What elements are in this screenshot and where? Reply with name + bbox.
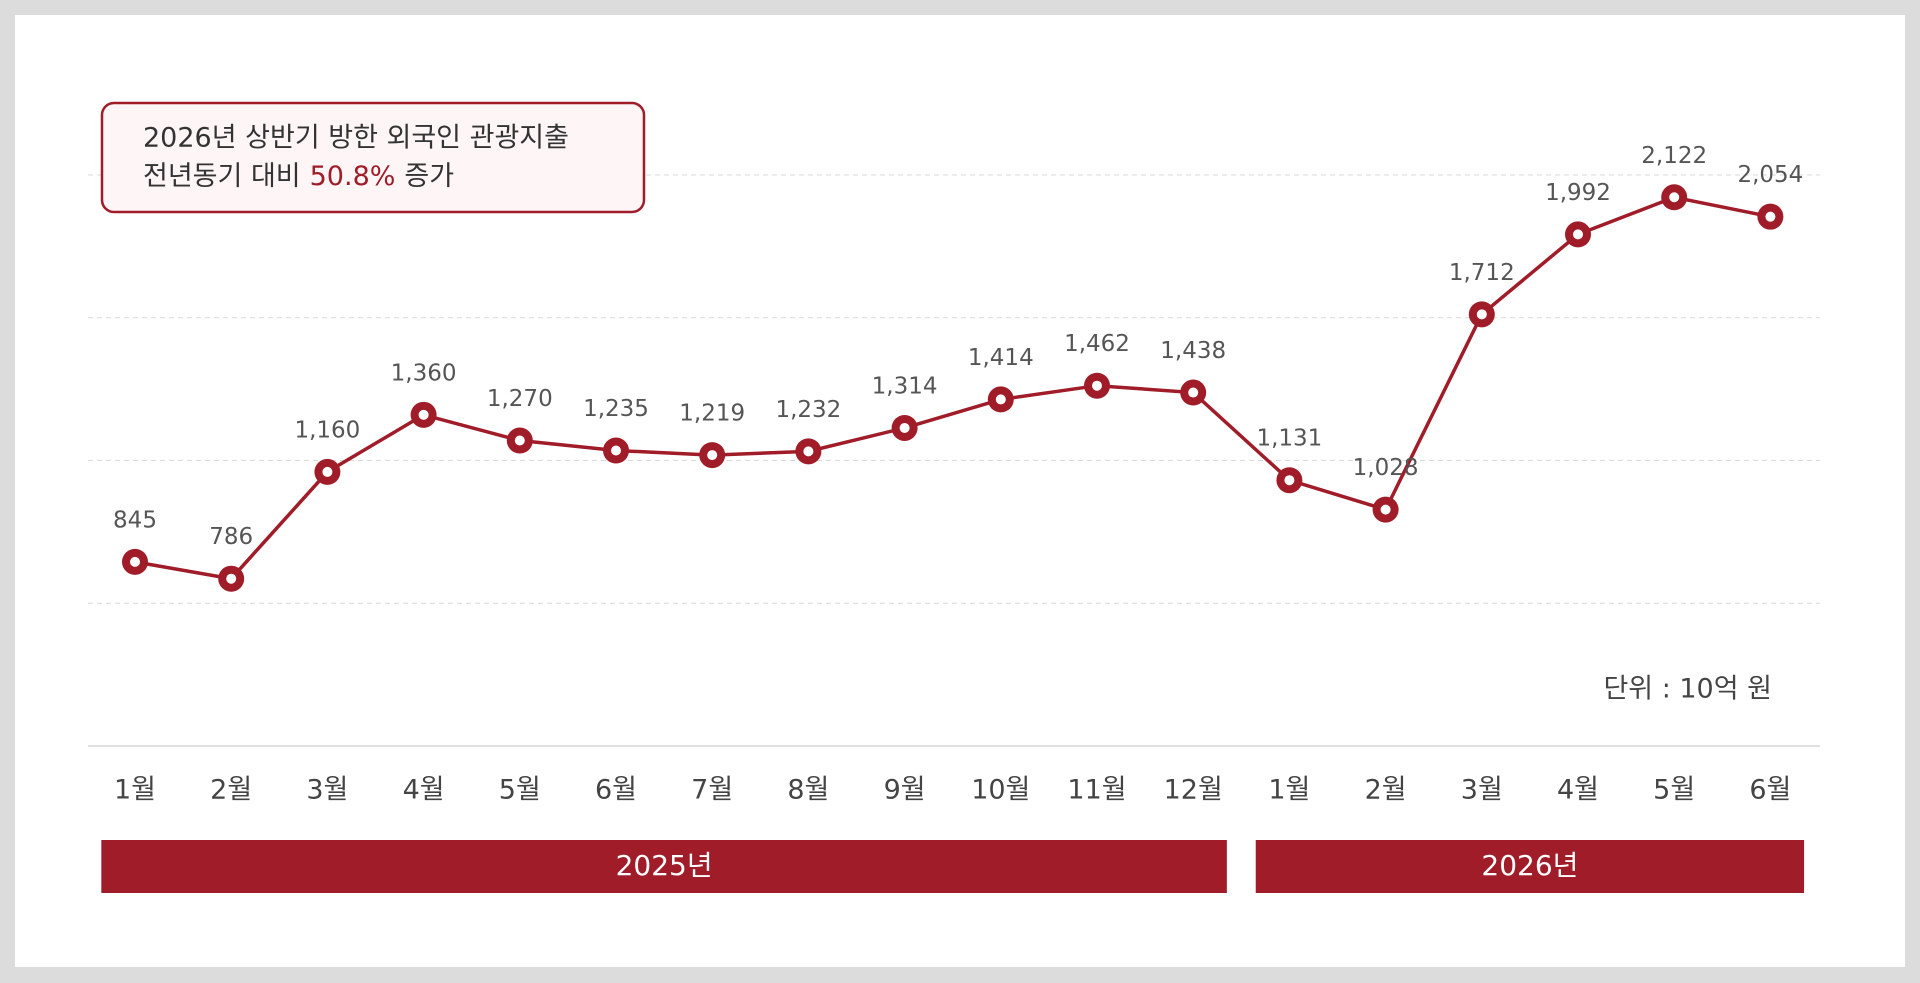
x-tick-label: 7월 [691,775,733,806]
data-label: 2,122 [1641,143,1707,169]
annotation-box [100,101,646,214]
x-tick-label: 10월 [971,775,1030,806]
data-point-center [1284,475,1295,486]
data-point-center [1669,192,1680,203]
x-tick-label: 2월 [210,775,252,806]
unit-note: 단위 : 10억 원 [1603,674,1772,705]
x-tick-label: 3월 [306,775,348,806]
group-label: 2026년 [1481,849,1578,882]
x-tick-label: 3월 [1461,775,1503,806]
annotation-highlight: 50.8% [310,161,396,192]
data-label: 1,270 [487,386,553,412]
x-tick-label: 9월 [884,775,926,806]
x-tick-label: 8월 [787,775,829,806]
group-label: 2025년 [616,849,713,882]
x-tick-label: 1월 [1268,775,1310,806]
data-label: 1,314 [872,373,938,399]
data-point-center [1092,380,1102,391]
x-tick-label: 2월 [1365,775,1407,806]
x-tick-label: 6월 [1749,775,1791,806]
data-label: 1,462 [1064,331,1130,357]
x-tick-label: 6월 [595,775,637,806]
data-point-center [899,422,910,433]
data-point-center [1380,504,1391,515]
x-tick-label: 5월 [1653,775,1695,806]
x-tick-label: 11월 [1067,775,1126,806]
data-point-center [322,466,333,477]
data-line [134,195,1771,581]
annotation-line2: 전년동기 대비 50.8% 증가 [143,161,454,192]
data-point-center [1476,309,1487,320]
data-point-center [130,556,140,567]
annotation-line2-suffix: 증가 [404,161,454,192]
data-label: 1,992 [1545,180,1611,206]
x-tick-label: 5월 [499,775,541,806]
data-label: 1,360 [391,360,457,386]
x-tick-label: 4월 [403,775,445,806]
data-label: 1,219 [679,401,745,427]
data-point-center [995,394,1006,405]
x-tick-label: 12월 [1164,775,1223,806]
annotation-line1: 2026년 상반기 방한 외국인 관광지출 [143,123,569,154]
data-point-center [1573,229,1583,240]
data-point-center [1188,387,1199,398]
data-label: 1,438 [1160,338,1226,364]
data-point-center [514,435,525,446]
x-tick-label: 1월 [114,775,156,806]
data-label: 845 [113,507,157,533]
group-bar [1255,840,1805,893]
x-tick-label: 4월 [1557,775,1599,806]
data-label: 2,054 [1737,162,1803,188]
data-label: 1,235 [583,396,649,422]
data-point-center [611,445,621,456]
data-label: 1,028 [1353,455,1419,481]
data-label: 1,712 [1449,260,1515,286]
data-point-center [707,450,718,461]
data-label: 1,131 [1256,426,1322,452]
annotation-line2-prefix: 전년동기 대비 [143,161,301,192]
data-point-center [418,409,429,420]
data-label: 1,160 [294,417,360,443]
data-point-center [226,573,237,584]
data-label: 786 [209,524,253,550]
group-bar [101,840,1227,893]
data-point-center [803,446,814,457]
data-point-center [1765,211,1776,222]
data-label: 1,414 [968,345,1034,371]
data-label: 1,232 [775,397,841,423]
